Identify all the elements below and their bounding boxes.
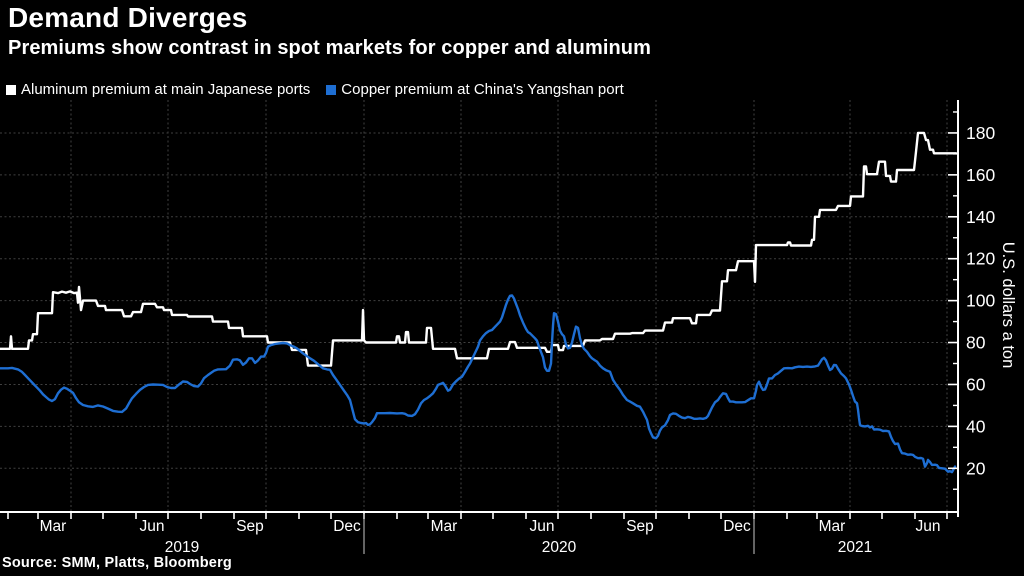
y-tick-label: 60: [966, 374, 986, 394]
x-month-label: Jun: [140, 518, 165, 535]
x-month-label: Dec: [333, 518, 361, 535]
y-tick-label: 180: [966, 123, 995, 143]
y-tick-label: 80: [966, 333, 986, 353]
copper-legend-swatch-icon: [326, 84, 337, 95]
legend-item-aluminum: Aluminum premium at main Japanese ports: [6, 81, 310, 98]
x-month-label: Jun: [916, 518, 941, 535]
y-tick-label: 20: [966, 458, 986, 478]
y-tick-label: 160: [966, 165, 995, 185]
aluminum-series-line: [0, 131, 958, 367]
x-month-label: Jun: [530, 518, 555, 535]
y-tick-label: 100: [966, 291, 995, 311]
y-tick-label: 40: [966, 416, 986, 436]
source-note: Source: SMM, Platts, Bloomberg: [2, 555, 232, 571]
x-month-label: Mar: [431, 518, 458, 535]
y-tick-label: 140: [966, 207, 995, 227]
x-month-label: Mar: [40, 518, 67, 535]
y-tick-label: 120: [966, 249, 995, 269]
x-month-label: Dec: [723, 518, 751, 535]
aluminum-legend-swatch-icon: [6, 84, 16, 95]
legend-label-aluminum: Aluminum premium at main Japanese ports: [21, 81, 311, 98]
x-month-label: Mar: [819, 518, 846, 535]
x-year-label: 2020: [542, 539, 577, 556]
y-axis-title: U.S. dollars a ton: [999, 242, 1017, 369]
chart-subtitle: Premiums show contrast in spot markets f…: [8, 37, 651, 59]
chart-title: Demand Diverges: [8, 2, 248, 33]
x-year-label: 2019: [165, 539, 199, 556]
legend: Aluminum premium at main Japanese ports …: [6, 81, 640, 98]
x-month-label: Sep: [236, 518, 264, 535]
copper-series-line: [0, 294, 957, 474]
legend-label-copper: Copper premium at China's Yangshan port: [341, 81, 624, 98]
legend-item-copper: Copper premium at China's Yangshan port: [326, 81, 624, 98]
x-year-label: 2021: [838, 539, 872, 556]
x-month-label: Sep: [626, 518, 654, 535]
